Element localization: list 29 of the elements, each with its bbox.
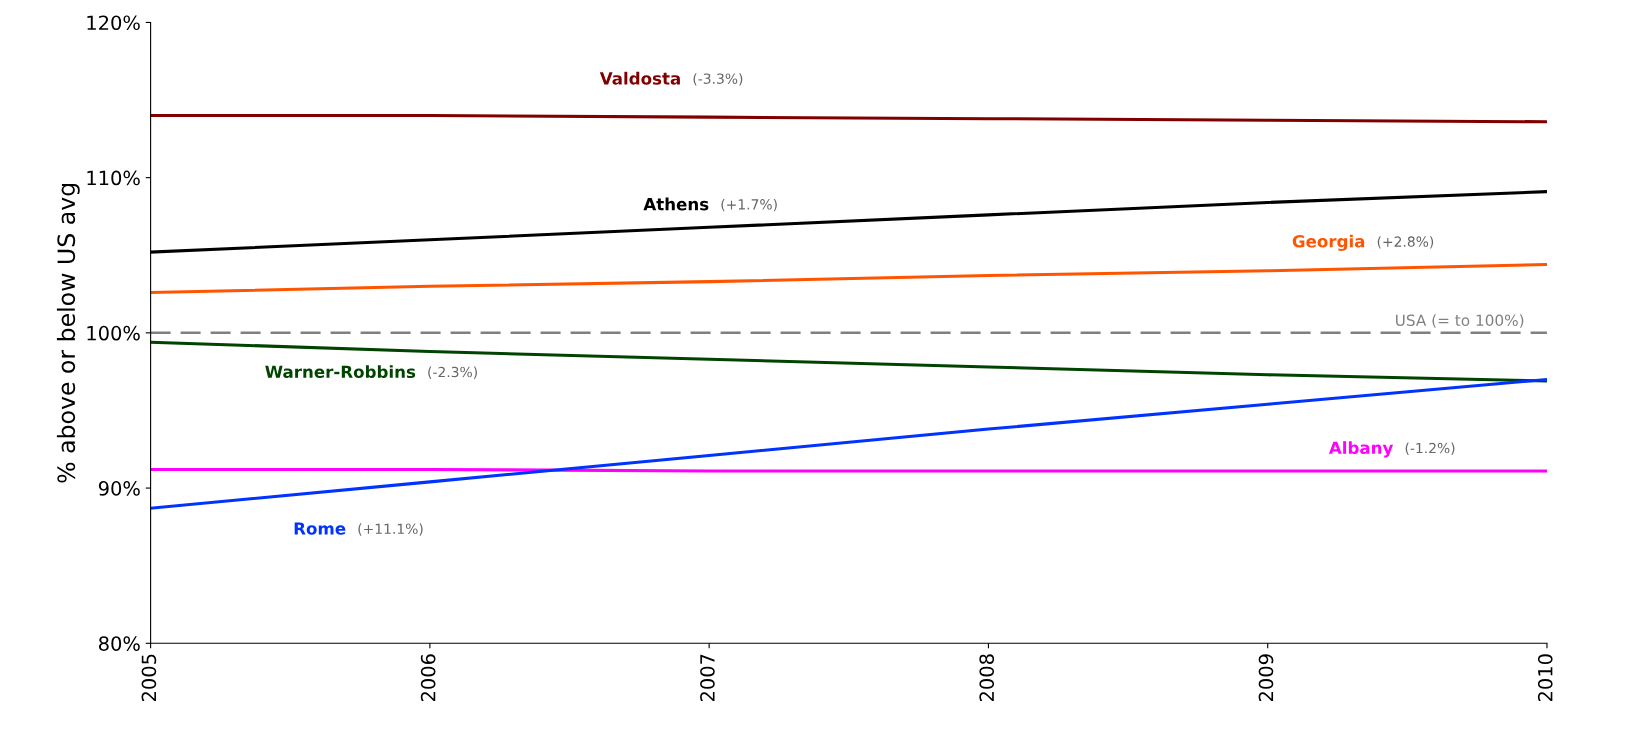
series-label: Warner-Robbins <box>265 365 416 379</box>
series-label: Albany <box>1328 441 1394 458</box>
annotation: (-3.3%) <box>693 73 743 86</box>
ref-line-label: USA (= to 100%) <box>1396 314 1524 328</box>
series-label: Athens <box>643 197 709 211</box>
x-tick-label: 2007 <box>700 654 715 702</box>
annotation: (+11.1%) <box>358 523 423 536</box>
annotation: (-1.2%) <box>1405 442 1455 455</box>
annotation: (+2.8%) <box>1377 236 1434 249</box>
y-tick-label: 120% <box>87 15 140 31</box>
y-tick-label: 80% <box>98 636 140 651</box>
y-tick-label: 90% <box>98 481 140 496</box>
x-tick-label: 2006 <box>420 654 436 702</box>
y-axis-title: % above or below US avg <box>56 183 80 483</box>
line-series <box>150 377 1547 510</box>
line-series <box>150 340 1547 383</box>
x-tick-label: 2009 <box>1258 654 1274 702</box>
series-label: Georgia <box>1292 234 1365 251</box>
x-tick-label: 2005 <box>141 654 157 702</box>
series-label: Valdosta <box>599 71 680 85</box>
x-tick-label: 2010 <box>1537 654 1553 702</box>
annotation: (+1.7%) <box>721 198 777 212</box>
line-series <box>150 114 1547 124</box>
line-series <box>150 263 1547 295</box>
annotation: (-2.3%) <box>428 366 477 379</box>
y-tick-label: 110% <box>87 170 140 186</box>
y-tick-label: 100% <box>87 325 140 341</box>
series-label: Rome <box>294 522 346 535</box>
x-tick-label: 2008 <box>979 654 995 702</box>
